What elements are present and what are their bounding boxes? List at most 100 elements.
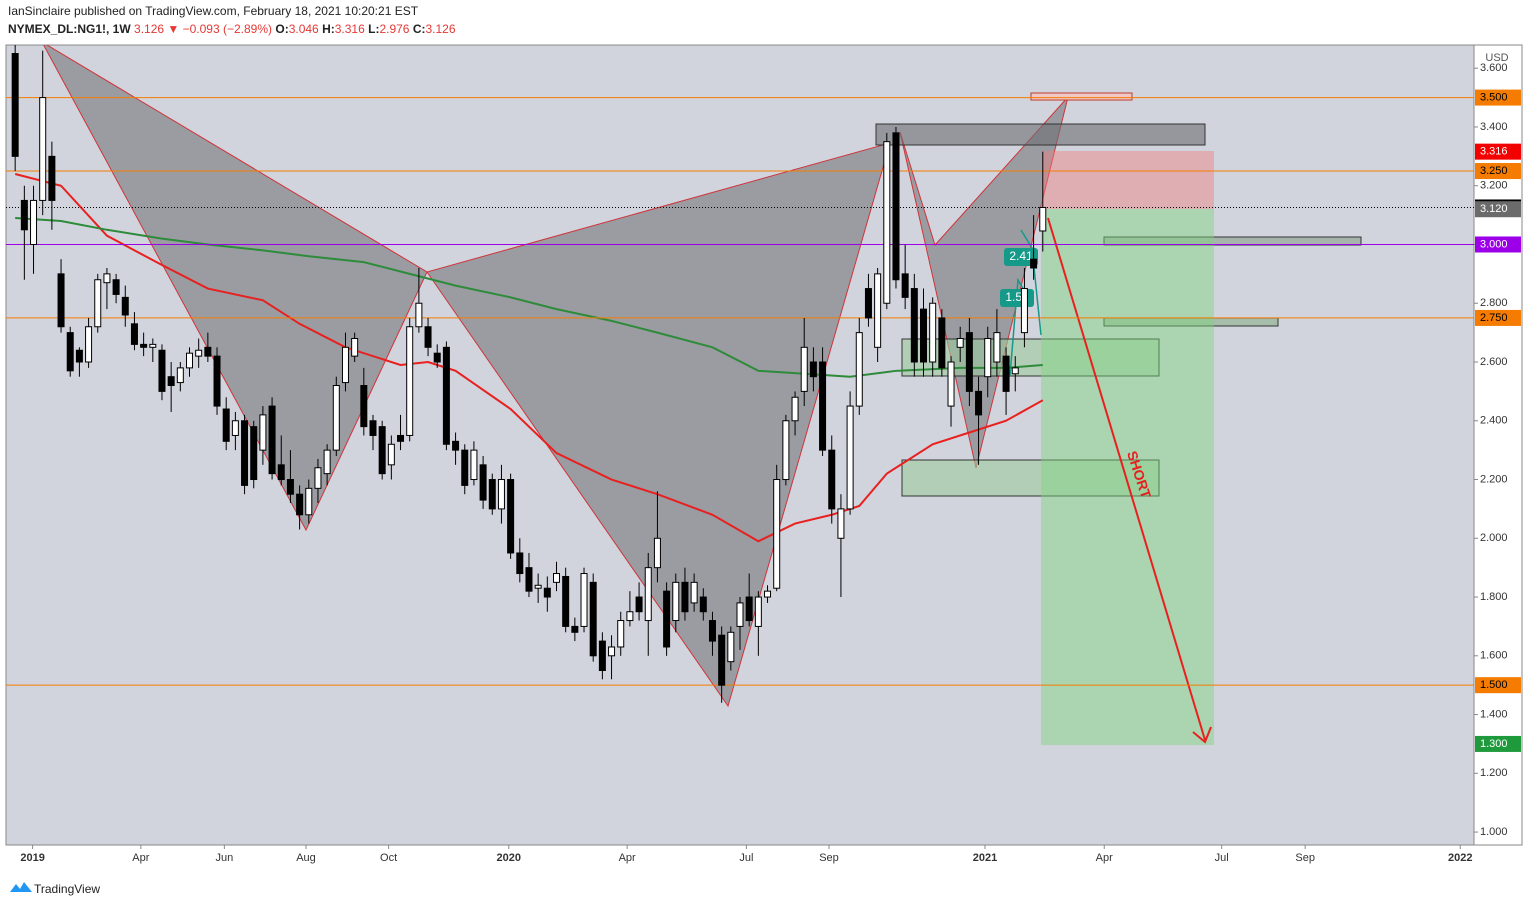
x-tick-label: Jul bbox=[1215, 852, 1229, 864]
price-label-bg bbox=[1475, 236, 1521, 253]
candle-body bbox=[819, 361, 827, 451]
candle-body bbox=[1020, 288, 1028, 334]
candle-body bbox=[993, 332, 1001, 363]
candle-body bbox=[231, 420, 239, 436]
ohlc-value: 3.126 bbox=[426, 22, 456, 36]
candle-body bbox=[892, 132, 900, 281]
candle-body bbox=[828, 449, 836, 510]
candle-body bbox=[186, 352, 193, 369]
y-tick-label: 2.000 bbox=[1480, 532, 1508, 544]
candle-body bbox=[351, 337, 359, 357]
plot-layer bbox=[6, 45, 1474, 703]
candle-body bbox=[296, 493, 304, 516]
ohlc-key: O: bbox=[275, 22, 288, 36]
y-tick-label: 3.600 bbox=[1480, 62, 1508, 74]
y-tick-label: 2.200 bbox=[1480, 473, 1508, 485]
zone bbox=[875, 123, 1206, 146]
price-label-bg bbox=[1475, 735, 1521, 752]
candle-body bbox=[360, 385, 368, 428]
candle-body bbox=[424, 326, 432, 348]
price-label: 3.250 bbox=[1480, 165, 1508, 177]
candle-body bbox=[121, 296, 129, 316]
candle-body bbox=[718, 634, 726, 686]
candle-body bbox=[75, 349, 83, 363]
last: 3.126 bbox=[134, 22, 164, 36]
candle-body bbox=[176, 367, 184, 384]
y-tick-label: 1.600 bbox=[1480, 650, 1508, 662]
y-tick-label: 2.400 bbox=[1480, 415, 1508, 427]
candle-body bbox=[663, 590, 671, 648]
candle-body bbox=[910, 288, 918, 363]
candle-body bbox=[277, 464, 285, 481]
candle-body bbox=[488, 479, 496, 510]
candle-body bbox=[681, 581, 689, 613]
candle-body bbox=[525, 567, 533, 592]
x-tick-label: Apr bbox=[1096, 852, 1113, 864]
currency: USD bbox=[1485, 52, 1508, 64]
candle-body bbox=[837, 508, 845, 539]
candle-body bbox=[305, 487, 313, 516]
price-label: 3.316 bbox=[1480, 146, 1508, 158]
ohlc-key: C: bbox=[413, 22, 426, 36]
candle-body bbox=[984, 337, 992, 378]
candle-body bbox=[57, 273, 65, 328]
symbol: NYMEX_DL:NG1!, 1W bbox=[8, 22, 131, 36]
candle-body bbox=[690, 581, 698, 604]
ohlc-value: 3.046 bbox=[289, 22, 319, 36]
candle-body bbox=[938, 317, 946, 369]
candle-body bbox=[20, 199, 28, 231]
x-tick-label: 2022 bbox=[1448, 852, 1472, 864]
candle-body bbox=[598, 640, 606, 671]
candle-body bbox=[48, 155, 56, 201]
candle-body bbox=[470, 449, 478, 481]
x-tick-label: Apr bbox=[619, 852, 636, 864]
candle-body bbox=[571, 625, 579, 633]
price-label-bg bbox=[1475, 309, 1521, 326]
candle-body bbox=[314, 467, 322, 489]
candle-body bbox=[672, 581, 680, 622]
label-bg bbox=[1004, 248, 1038, 266]
target-zone bbox=[1041, 209, 1214, 745]
candle-body bbox=[378, 426, 386, 475]
price-label-bg bbox=[1475, 143, 1521, 160]
candle-body bbox=[809, 361, 817, 378]
candle-body bbox=[415, 302, 423, 328]
symbol-line: NYMEX_DL:NG1!, 1W 3.126 ▼ −0.093 (−2.89%… bbox=[8, 22, 456, 36]
x-tick-label: Jun bbox=[215, 852, 233, 864]
candle-body bbox=[130, 323, 138, 345]
candle-body bbox=[497, 479, 505, 510]
candle-body bbox=[736, 602, 744, 627]
price-label: 2.750 bbox=[1480, 312, 1508, 324]
y-tick-label: 3.400 bbox=[1480, 121, 1508, 133]
short-arrow bbox=[1047, 217, 1206, 741]
price-label: 3.500 bbox=[1480, 91, 1508, 103]
candle-body bbox=[855, 332, 863, 407]
candle-body bbox=[452, 440, 460, 451]
author-line: IanSinclaire published on TradingView.co… bbox=[8, 4, 419, 18]
candle-body bbox=[617, 620, 625, 648]
price-label: 1.500 bbox=[1480, 679, 1508, 691]
candle-body bbox=[727, 631, 735, 663]
candle-body bbox=[507, 479, 515, 554]
candle-body bbox=[30, 199, 38, 245]
candle-body bbox=[85, 326, 93, 363]
candle-body bbox=[626, 611, 634, 622]
candle-body bbox=[1002, 355, 1010, 392]
zone bbox=[901, 459, 1160, 497]
x-tick-label: Oct bbox=[380, 852, 397, 864]
candle-body bbox=[901, 273, 909, 298]
candle-body bbox=[516, 552, 524, 575]
candle-body bbox=[259, 414, 267, 451]
candle-body bbox=[653, 537, 661, 569]
candle-body bbox=[268, 405, 276, 475]
y-tick-label: 1.200 bbox=[1480, 767, 1508, 779]
candle-body bbox=[1011, 367, 1019, 375]
candle-body bbox=[39, 97, 47, 201]
candle-body bbox=[140, 343, 148, 348]
x-tick-label: Sep bbox=[1295, 852, 1315, 864]
price-label: 3.120 bbox=[1480, 203, 1508, 215]
candle-body bbox=[782, 420, 790, 481]
candle-body bbox=[635, 596, 643, 613]
candle-body bbox=[286, 479, 294, 495]
candle-body bbox=[791, 396, 799, 422]
